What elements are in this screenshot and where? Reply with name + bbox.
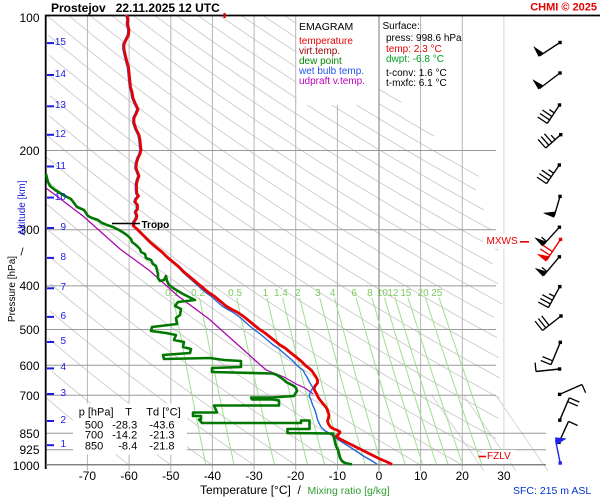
svg-text:15: 15 [400,288,412,299]
svg-text:3: 3 [315,288,321,299]
svg-text:4: 4 [330,288,336,299]
svg-text:8: 8 [367,288,373,299]
svg-text:12: 12 [387,288,399,299]
svg-text:10: 10 [377,288,389,299]
svg-text:6: 6 [351,288,357,299]
svg-text:2: 2 [295,288,301,299]
svg-text:25: 25 [431,288,443,299]
svg-text:0.2: 0.2 [191,288,205,299]
svg-text:0.1: 0.1 [165,288,179,299]
svg-text:0.5: 0.5 [228,288,242,299]
svg-text:1: 1 [263,288,269,299]
svg-text:1.4: 1.4 [274,288,288,299]
svg-text:20: 20 [418,288,430,299]
